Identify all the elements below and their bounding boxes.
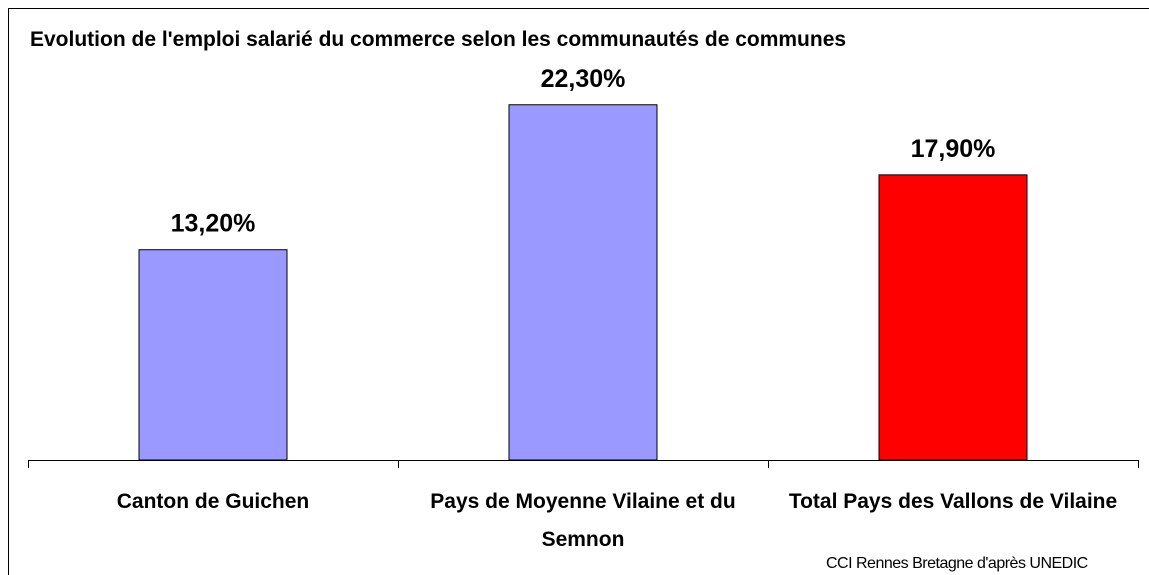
value-label: 13,20% (171, 210, 256, 238)
x-tick-label: Pays de Moyenne Vilaine et du Semnon (430, 490, 736, 551)
bar (138, 249, 288, 461)
x-tick-label: Total Pays des Vallons de Vilaine (788, 490, 1118, 513)
value-label: 17,90% (911, 135, 996, 163)
x-tick-label: Canton de Guichen (116, 490, 310, 513)
value-label: 22,30% (541, 65, 626, 93)
bar (878, 174, 1028, 461)
chart-title: Evolution de l'emploi salarié du commerc… (30, 28, 847, 51)
bar (508, 104, 658, 461)
source-note: CCI Rennes Bretagne d'après UNEDIC (826, 555, 1088, 572)
